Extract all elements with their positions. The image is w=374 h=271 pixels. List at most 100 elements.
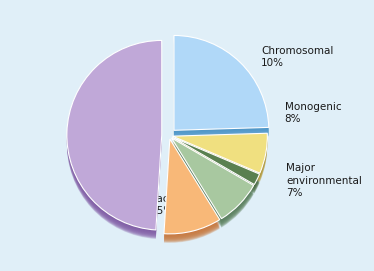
Wedge shape bbox=[174, 44, 269, 138]
Wedge shape bbox=[67, 48, 162, 237]
Wedge shape bbox=[172, 143, 254, 224]
Wedge shape bbox=[172, 133, 267, 173]
Wedge shape bbox=[174, 40, 269, 135]
Wedge shape bbox=[172, 136, 267, 176]
Wedge shape bbox=[164, 139, 220, 234]
Wedge shape bbox=[172, 140, 260, 188]
Wedge shape bbox=[172, 144, 254, 225]
Wedge shape bbox=[172, 136, 267, 176]
Wedge shape bbox=[172, 142, 267, 182]
Wedge shape bbox=[172, 146, 260, 193]
Wedge shape bbox=[172, 138, 267, 178]
Wedge shape bbox=[172, 143, 260, 190]
Wedge shape bbox=[174, 43, 269, 138]
Wedge shape bbox=[172, 141, 254, 221]
Wedge shape bbox=[67, 46, 162, 235]
Wedge shape bbox=[172, 142, 267, 182]
Wedge shape bbox=[174, 41, 269, 136]
Wedge shape bbox=[164, 142, 220, 237]
Wedge shape bbox=[172, 137, 260, 185]
Wedge shape bbox=[172, 143, 260, 191]
Wedge shape bbox=[172, 142, 254, 222]
Wedge shape bbox=[172, 147, 254, 227]
Wedge shape bbox=[172, 145, 254, 225]
Wedge shape bbox=[174, 44, 269, 139]
Wedge shape bbox=[172, 144, 260, 191]
Wedge shape bbox=[172, 139, 267, 179]
Wedge shape bbox=[174, 41, 269, 136]
Wedge shape bbox=[172, 147, 254, 228]
Wedge shape bbox=[67, 48, 162, 238]
Wedge shape bbox=[174, 44, 269, 139]
Text: Multifactorial
25%: Multifactorial 25% bbox=[127, 194, 196, 216]
Wedge shape bbox=[172, 137, 267, 177]
Wedge shape bbox=[67, 50, 162, 239]
Wedge shape bbox=[172, 140, 267, 179]
Wedge shape bbox=[67, 47, 162, 236]
Text: Chromosomal
10%: Chromosomal 10% bbox=[261, 46, 334, 68]
Wedge shape bbox=[174, 40, 269, 135]
Wedge shape bbox=[164, 148, 220, 243]
Wedge shape bbox=[172, 140, 267, 180]
Text: Monogenic
8%: Monogenic 8% bbox=[285, 102, 341, 124]
Wedge shape bbox=[67, 49, 162, 238]
Wedge shape bbox=[67, 49, 162, 238]
Wedge shape bbox=[164, 144, 220, 238]
Wedge shape bbox=[172, 145, 260, 192]
Wedge shape bbox=[174, 38, 269, 133]
Wedge shape bbox=[172, 140, 267, 180]
Wedge shape bbox=[172, 138, 267, 178]
Wedge shape bbox=[164, 147, 220, 241]
Wedge shape bbox=[164, 142, 220, 237]
Wedge shape bbox=[172, 141, 267, 181]
Wedge shape bbox=[67, 44, 162, 233]
Wedge shape bbox=[174, 36, 269, 130]
Wedge shape bbox=[67, 44, 162, 234]
Wedge shape bbox=[164, 146, 220, 241]
Wedge shape bbox=[67, 44, 162, 234]
Wedge shape bbox=[67, 43, 162, 233]
Wedge shape bbox=[172, 141, 260, 189]
Wedge shape bbox=[67, 45, 162, 234]
Wedge shape bbox=[172, 143, 254, 223]
Wedge shape bbox=[67, 46, 162, 235]
Wedge shape bbox=[67, 40, 162, 230]
Wedge shape bbox=[172, 144, 260, 192]
Wedge shape bbox=[172, 143, 260, 191]
Wedge shape bbox=[172, 140, 260, 187]
Wedge shape bbox=[172, 137, 267, 177]
Wedge shape bbox=[164, 145, 220, 240]
Wedge shape bbox=[172, 144, 254, 225]
Wedge shape bbox=[172, 142, 260, 189]
Wedge shape bbox=[164, 143, 220, 238]
Wedge shape bbox=[172, 146, 260, 193]
Text: Unknown 50%: Unknown 50% bbox=[77, 110, 152, 120]
Wedge shape bbox=[172, 141, 254, 222]
Wedge shape bbox=[172, 145, 260, 193]
Wedge shape bbox=[174, 43, 269, 138]
Wedge shape bbox=[164, 144, 220, 239]
Wedge shape bbox=[172, 141, 267, 181]
Text: Major
environmental
7%: Major environmental 7% bbox=[286, 163, 362, 198]
Wedge shape bbox=[172, 142, 254, 223]
Wedge shape bbox=[164, 145, 220, 240]
Wedge shape bbox=[67, 47, 162, 237]
Wedge shape bbox=[164, 147, 220, 242]
Wedge shape bbox=[174, 42, 269, 137]
Wedge shape bbox=[164, 143, 220, 237]
Wedge shape bbox=[67, 46, 162, 236]
Wedge shape bbox=[164, 148, 220, 243]
Wedge shape bbox=[172, 145, 254, 226]
Wedge shape bbox=[164, 146, 220, 241]
Wedge shape bbox=[172, 146, 254, 227]
Wedge shape bbox=[172, 139, 267, 179]
Wedge shape bbox=[174, 39, 269, 134]
Wedge shape bbox=[172, 141, 260, 188]
Wedge shape bbox=[172, 142, 260, 189]
Wedge shape bbox=[172, 146, 254, 226]
Wedge shape bbox=[172, 143, 254, 224]
Wedge shape bbox=[174, 39, 269, 134]
Wedge shape bbox=[172, 138, 254, 219]
Wedge shape bbox=[174, 42, 269, 137]
Wedge shape bbox=[164, 144, 220, 239]
